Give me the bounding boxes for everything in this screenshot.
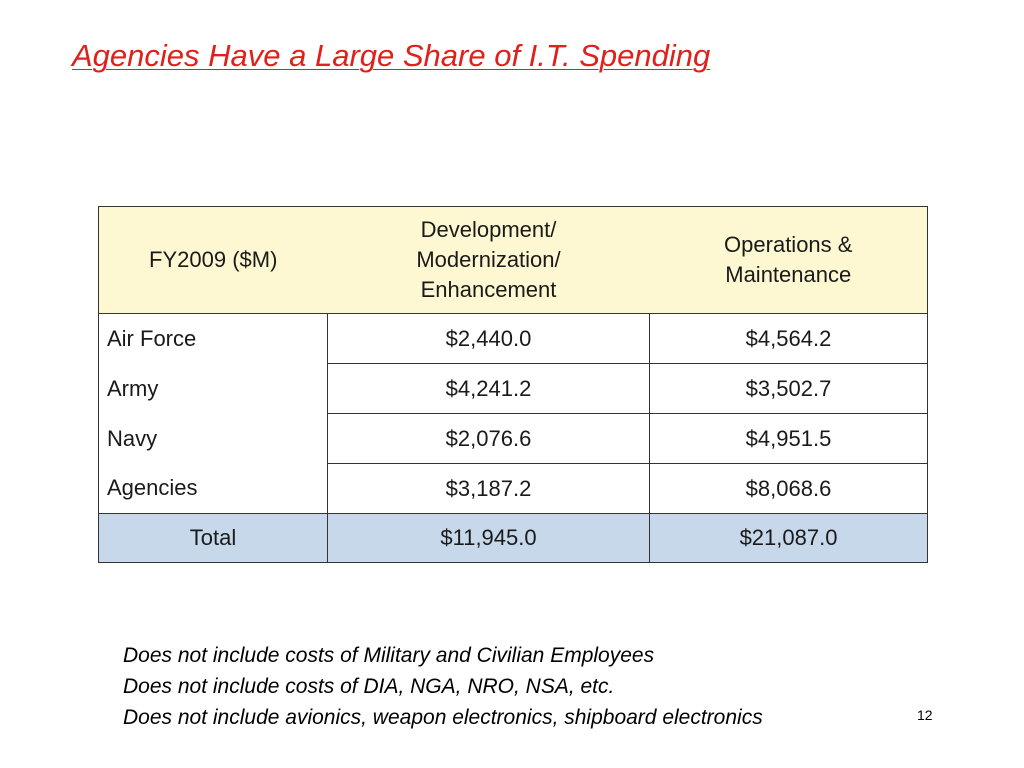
spending-table: FY2009 ($M) Development/ Modernization/ … (98, 206, 928, 563)
header-development-line-2: Modernization/ (416, 247, 561, 272)
ops-value: $3,502.7 (649, 363, 928, 414)
header-development-line-1: Development/ (420, 217, 557, 242)
dev-value: $2,076.6 (327, 413, 650, 464)
row-label: Navy (98, 413, 328, 464)
table-row: Navy $2,076.6 $4,951.5 (98, 413, 928, 464)
header-operations: Operations & Maintenance (649, 206, 928, 314)
row-label: Army (98, 363, 328, 414)
header-fiscal-year: FY2009 ($M) (98, 206, 328, 314)
ops-value: $4,951.5 (649, 413, 928, 464)
total-ops-value: $21,087.0 (649, 513, 928, 563)
header-operations-line-2: Maintenance (725, 262, 852, 287)
footnote-line: Does not include avionics, weapon electr… (123, 706, 763, 729)
row-label: Agencies (98, 463, 328, 514)
header-development-line-3: Enhancement (420, 277, 557, 302)
row-label: Air Force (98, 313, 328, 364)
total-label: Total (98, 513, 328, 563)
footnotes: Does not include costs of Military and C… (123, 640, 763, 733)
dev-value: $3,187.2 (327, 463, 650, 514)
footnote-line: Does not include costs of DIA, NGA, NRO,… (123, 675, 615, 698)
table-row: Army $4,241.2 $3,502.7 (98, 363, 928, 414)
ops-value: $4,564.2 (649, 313, 928, 364)
ops-value: $8,068.6 (649, 463, 928, 514)
table-header-row: FY2009 ($M) Development/ Modernization/ … (98, 206, 928, 314)
slide-title: Agencies Have a Large Share of I.T. Spen… (72, 38, 711, 73)
slide-number: 12 (917, 707, 933, 723)
table-row: Agencies $3,187.2 $8,068.6 (98, 463, 928, 514)
footnote-line: Does not include costs of Military and C… (123, 644, 655, 667)
dev-value: $4,241.2 (327, 363, 650, 414)
total-dev-value: $11,945.0 (327, 513, 650, 563)
header-development: Development/ Modernization/ Enhancement (327, 206, 650, 314)
dev-value: $2,440.0 (327, 313, 650, 364)
table-row: Air Force $2,440.0 $4,564.2 (98, 313, 928, 364)
total-row: Total $11,945.0 $21,087.0 (98, 513, 928, 563)
header-operations-line-1: Operations & (724, 232, 853, 257)
